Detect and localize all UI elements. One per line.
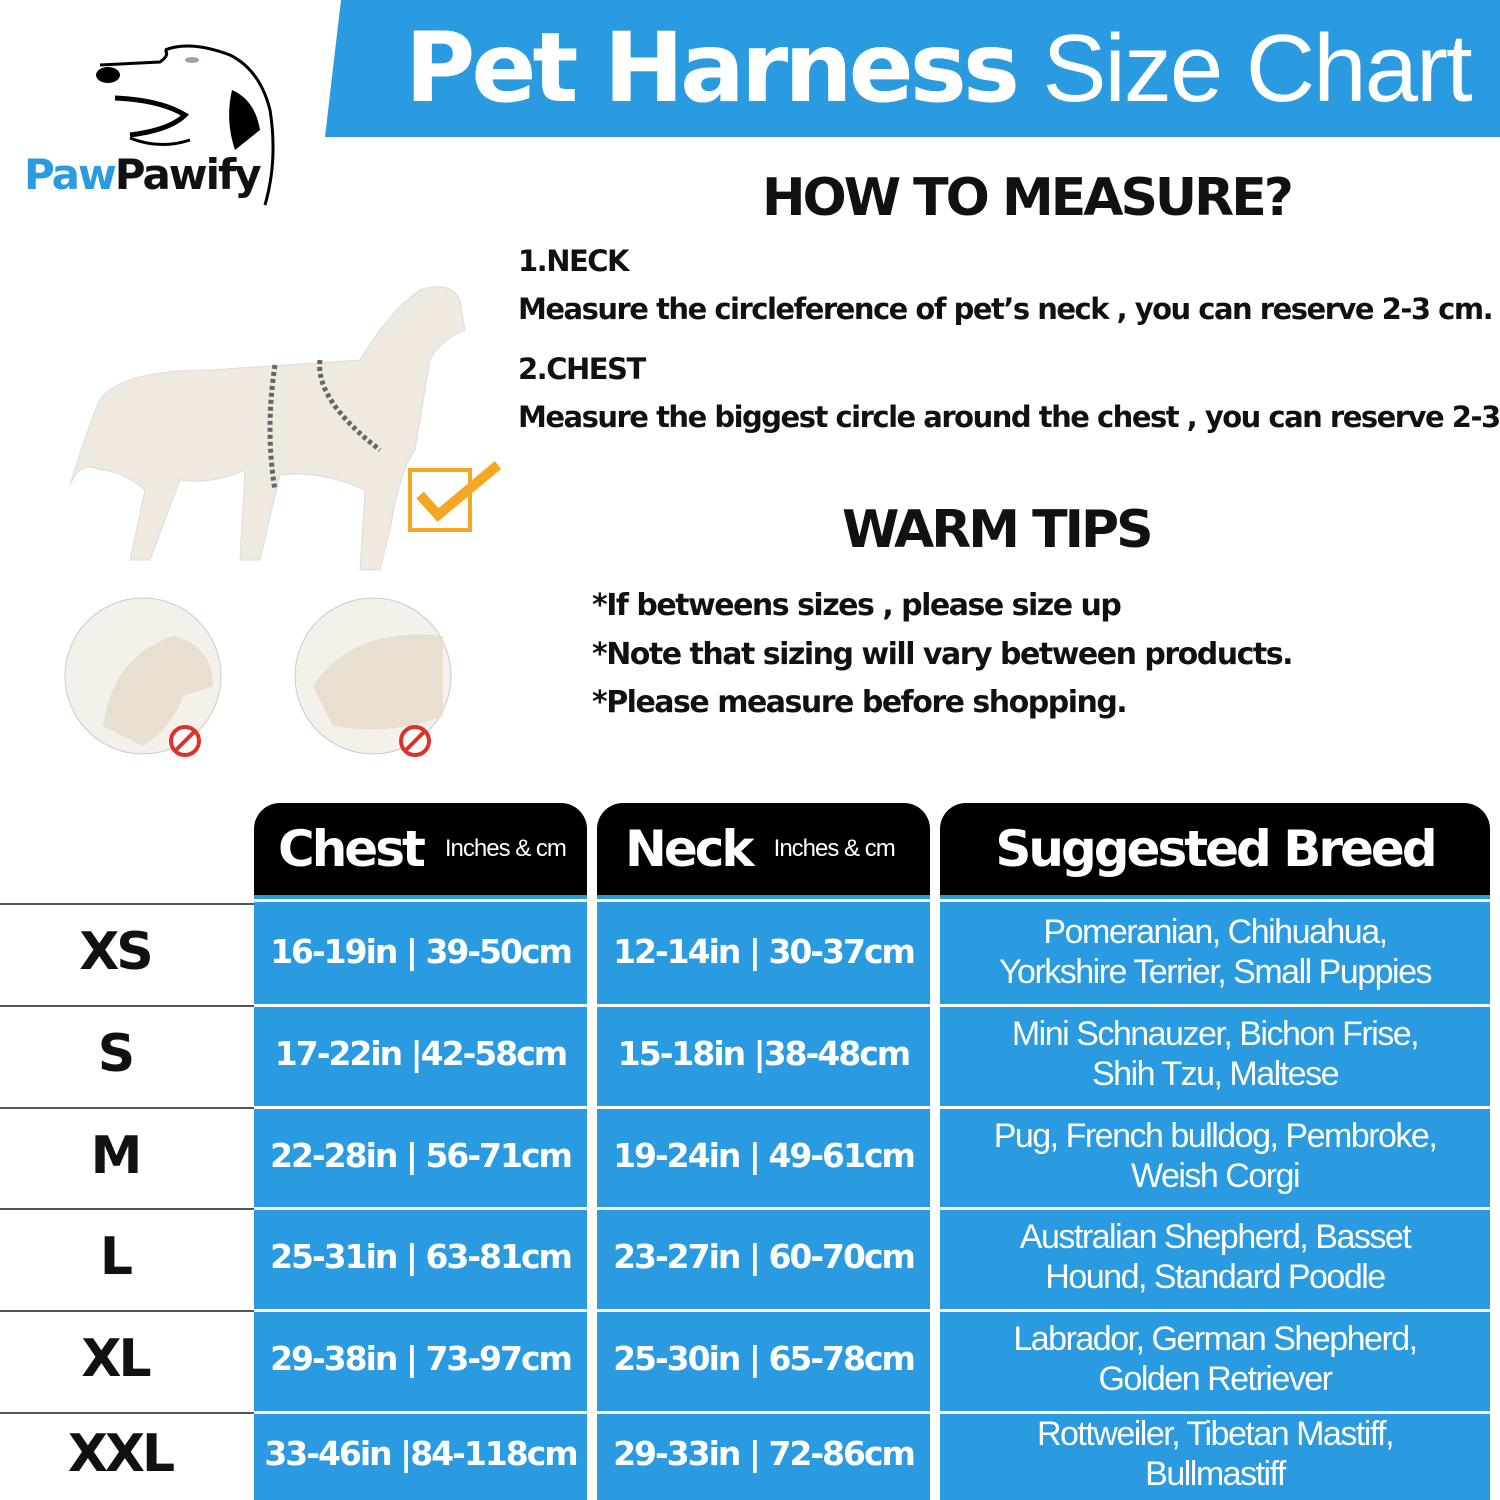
breed-line: Mini Schnauzer, Bichon Frise, bbox=[1011, 1015, 1420, 1053]
neck-value: 25-30in | 65-78cm bbox=[613, 1339, 916, 1378]
chest-value: 25-31in | 63-81cm bbox=[270, 1237, 573, 1276]
breed-line: Golden Retriever bbox=[1098, 1360, 1333, 1398]
size-label: XS bbox=[79, 922, 154, 982]
breed-value: Mini Schnauzer, Bichon Frise, Shih Tzu, M… bbox=[940, 1014, 1490, 1094]
breed-line: Hound, Standard Poodle bbox=[1045, 1258, 1386, 1296]
divider bbox=[254, 1004, 1490, 1007]
neck-value: 23-27in | 60-70cm bbox=[613, 1237, 916, 1276]
breed-line: Yorkshire Terrier, Small Puppies bbox=[998, 953, 1433, 991]
tip-item: *If betweens sizes , please size up bbox=[592, 588, 1122, 623]
breed-column bbox=[940, 895, 1490, 1500]
divider bbox=[0, 1005, 254, 1007]
dog-head-logo-icon bbox=[96, 44, 275, 206]
how-to-measure-heading: HOW TO MEASURE? bbox=[762, 168, 1294, 228]
neck-value: 19-24in | 49-61cm bbox=[613, 1135, 916, 1175]
checkmark-icon bbox=[408, 468, 472, 532]
neck-value: 15-18in |38-48cm bbox=[617, 1034, 911, 1073]
breed-line: Rottweiler, Tibetan Mastiff, bbox=[1036, 1415, 1395, 1453]
chest-step-label: 2.CHEST bbox=[518, 352, 646, 386]
breed-line: Pug, French bulldog, Pembroke, bbox=[993, 1116, 1438, 1155]
breed-line: Pomeranian, Chihuahua, bbox=[1043, 913, 1388, 951]
breed-value: Labrador, German Shepherd, Golden Retriev… bbox=[940, 1319, 1490, 1399]
chest-value: 16-19in | 39-50cm bbox=[270, 932, 573, 971]
size-label: XL bbox=[81, 1329, 151, 1389]
chest-column bbox=[254, 895, 587, 1500]
neck-step-text: Measure the circleference of pet’s neck … bbox=[518, 292, 1494, 326]
divider bbox=[254, 1207, 1490, 1210]
breed-value: Pomeranian, Chihuahua, Yorkshire Terrier,… bbox=[940, 912, 1490, 992]
breed-value: Pug, French bulldog, Pembroke, Weish Corg… bbox=[940, 1116, 1490, 1196]
dog-with-harness-image bbox=[69, 286, 502, 571]
neck-column bbox=[597, 895, 930, 1500]
page-title: Pet Harness Size Chart bbox=[405, 12, 1473, 124]
warm-tips-heading: WARM TIPS bbox=[842, 500, 1154, 560]
size-label: L bbox=[99, 1227, 133, 1287]
neck-value: 29-33in | 72-86cm bbox=[613, 1434, 916, 1473]
chest-step-text: Measure the biggest circle around the ch… bbox=[518, 400, 1500, 434]
chest-value: 33-46in |84-118cm bbox=[264, 1434, 578, 1473]
brand-logo: PawPawify bbox=[24, 150, 262, 199]
divider bbox=[0, 1208, 254, 1210]
divider bbox=[0, 903, 254, 905]
size-label: XXL bbox=[67, 1424, 175, 1484]
divider bbox=[254, 1411, 1490, 1414]
divider bbox=[0, 1107, 254, 1109]
breed-line: Australian Shepherd, Basset bbox=[1019, 1218, 1412, 1256]
chest-value: 17-22in |42-58cm bbox=[274, 1034, 568, 1073]
size-label: M bbox=[90, 1125, 143, 1186]
divider bbox=[254, 899, 1490, 902]
breed-line: Bullmastiff bbox=[1145, 1455, 1286, 1493]
neck-value: 12-14in | 30-37cm bbox=[613, 932, 916, 971]
chest-column-header: Chest Inches & cm bbox=[254, 803, 587, 895]
breed-line: Weish Corgi bbox=[1130, 1156, 1301, 1195]
neck-column-header: Neck Inches & cm bbox=[597, 803, 930, 895]
chest-value: 29-38in | 73-97cm bbox=[270, 1339, 573, 1378]
title-banner bbox=[325, 0, 1500, 137]
neck-step-label: 1.NECK bbox=[518, 244, 630, 278]
breed-value: Rottweiler, Tibetan Mastiff, Bullmastiff bbox=[940, 1414, 1490, 1494]
chest-value: 22-28in | 56-71cm bbox=[270, 1135, 573, 1175]
breed-line: Labrador, German Shepherd, bbox=[1013, 1320, 1418, 1358]
size-label: S bbox=[97, 1024, 135, 1084]
wrong-chest-fit-image bbox=[294, 597, 452, 757]
wrong-neck-fit-image bbox=[64, 597, 222, 757]
breed-column-header: Suggested Breed bbox=[940, 803, 1490, 895]
divider bbox=[0, 1412, 254, 1414]
breed-value: Australian Shepherd, Basset Hound, Standa… bbox=[940, 1217, 1490, 1297]
tip-item: *Note that sizing will vary between prod… bbox=[592, 637, 1294, 672]
divider bbox=[0, 1310, 254, 1312]
divider bbox=[254, 1309, 1490, 1312]
tip-item: *Please measure before shopping. bbox=[592, 685, 1128, 720]
breed-line: Shih Tzu, Maltese bbox=[1091, 1055, 1340, 1093]
divider bbox=[254, 1106, 1490, 1109]
